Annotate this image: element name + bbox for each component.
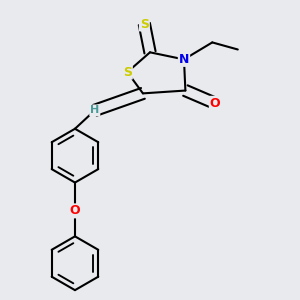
Text: H: H [90,105,99,116]
Text: N: N [179,53,189,66]
Text: S: S [123,66,132,79]
Text: S: S [140,17,149,31]
Text: O: O [210,97,220,110]
Text: O: O [70,204,80,218]
